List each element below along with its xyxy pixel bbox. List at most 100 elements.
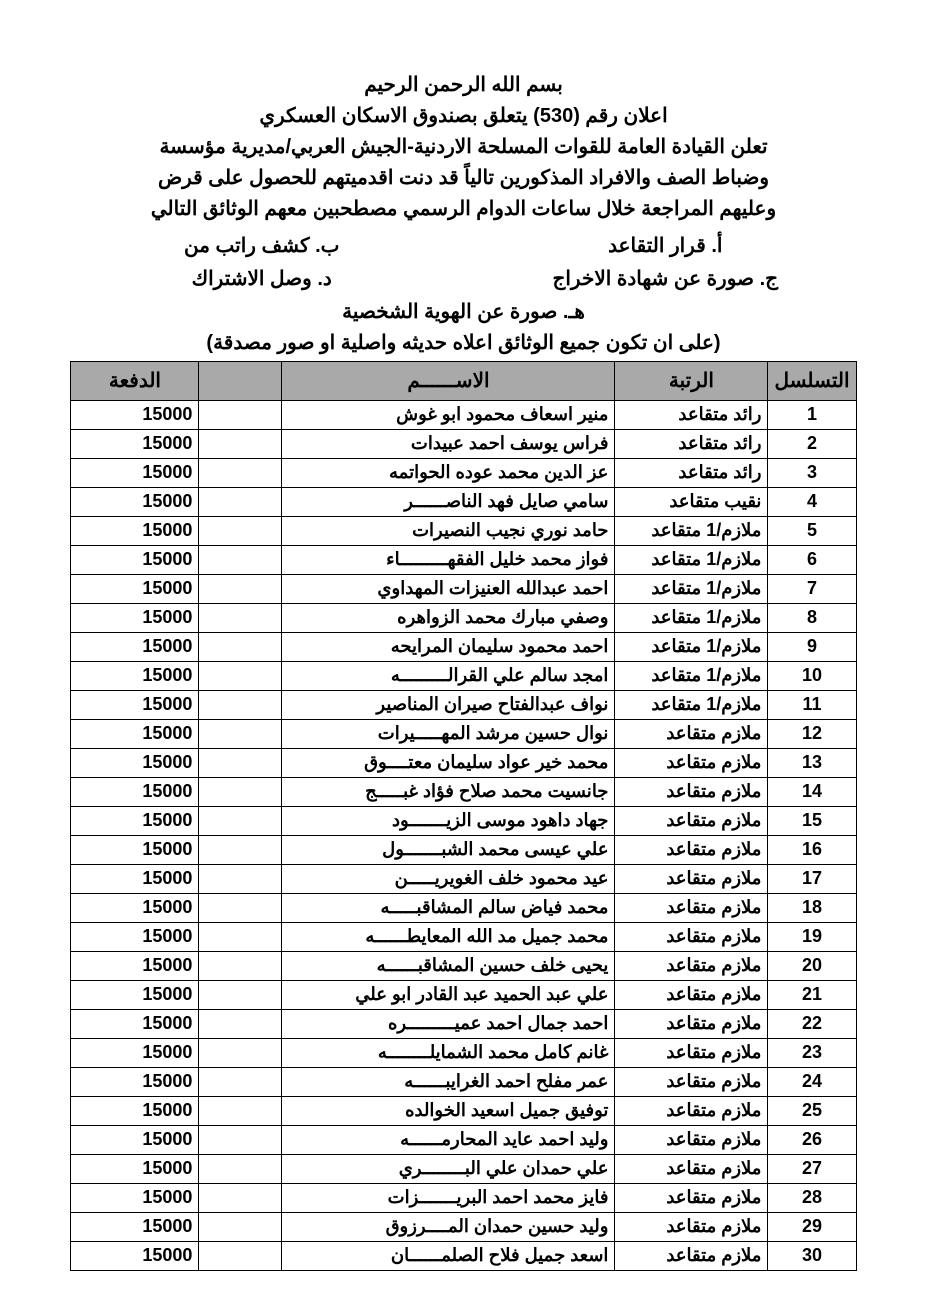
doc-d: د. وصل الاشتراك [60,264,464,295]
cell-name: نوال حسين مرشد المهـــــيرات [282,720,615,749]
cell-seq: 11 [768,691,856,720]
cell-seq: 1 [768,401,856,430]
table-row: 16ملازم متقاعدعلي عيسى محمد الشبـــــــو… [71,836,856,865]
cell-rank: ملازم/1 متقاعد [615,604,768,633]
cell-rank: ملازم متقاعد [615,1068,768,1097]
cell-payment: 15000 [71,575,199,604]
cell-rank: نقيب متقاعد [615,488,768,517]
table-row: 7ملازم/1 متقاعداحمد عبدالله العنيزات الم… [71,575,856,604]
cell-name: احمد عبدالله العنيزات المهداوي [282,575,615,604]
table-row: 1رائد متقاعدمنير اسعاف محمود ابو غوش1500… [71,401,856,430]
cell-payment: 15000 [71,1039,199,1068]
cell-gap [199,865,282,894]
cell-gap [199,1039,282,1068]
cell-rank: ملازم متقاعد [615,836,768,865]
cell-name: احمد جمال احمد عميـــــــــره [282,1010,615,1039]
cell-name: غانم كامل محمد الشمايلــــــــه [282,1039,615,1068]
document-page: بسم الله الرحمن الرحيم اعلان رقم (530) ي… [0,0,927,1311]
table-row: 19ملازم متقاعدمحمد جميل مد الله المعايطـ… [71,923,856,952]
table-row: 5ملازم/1 متقاعدحامد نوري نجيب النصيرات15… [71,517,856,546]
cell-rank: ملازم متقاعد [615,923,768,952]
cell-rank: رائد متقاعد [615,459,768,488]
cell-seq: 25 [768,1097,856,1126]
personnel-table: التسلسل الرتبة الاســــــم الدفعة 1رائد … [70,361,856,1271]
cell-name: نواف عبدالفتاح صيران المناصير [282,691,615,720]
cell-seq: 27 [768,1155,856,1184]
cell-rank: ملازم/1 متقاعد [615,517,768,546]
cell-seq: 19 [768,923,856,952]
cell-seq: 5 [768,517,856,546]
col-header-payment: الدفعة [71,362,199,401]
table-row: 28ملازم متقاعدفايز محمد احمد البريــــــ… [71,1184,856,1213]
cell-name: سامي صايل فهد الناصــــــر [282,488,615,517]
cell-name: علي حمدان علي البــــــــري [282,1155,615,1184]
cell-gap [199,778,282,807]
cell-name: فراس يوسف احمد عبيدات [282,430,615,459]
cell-payment: 15000 [71,952,199,981]
cell-name: علي عبد الحميد عبد القادر ابو علي [282,981,615,1010]
cell-seq: 21 [768,981,856,1010]
col-header-name: الاســــــم [282,362,615,401]
table-row: 14ملازم متقاعدجانسيت محمد صلاح فؤاد غبــ… [71,778,856,807]
cell-name: عز الدين محمد عوده الحواتمه [282,459,615,488]
cell-payment: 15000 [71,691,199,720]
cell-rank: ملازم متقاعد [615,807,768,836]
cell-seq: 2 [768,430,856,459]
cell-payment: 15000 [71,720,199,749]
cell-gap [199,1010,282,1039]
cell-gap [199,401,282,430]
cell-name: محمد خير عواد سليمان معتــــوق [282,749,615,778]
table-row: 4نقيب متقاعدسامي صايل فهد الناصــــــر15… [71,488,856,517]
table-row: 24ملازم متقاعدعمر مفلح احمد الغرايبـــــ… [71,1068,856,1097]
table-row: 26ملازم متقاعدوليد احمد عايد المحارمــــ… [71,1126,856,1155]
cell-seq: 6 [768,546,856,575]
table-row: 20ملازم متقاعديحيى خلف حسين المشاقبـــــ… [71,952,856,981]
cell-payment: 15000 [71,836,199,865]
cell-seq: 13 [768,749,856,778]
cell-seq: 29 [768,1213,856,1242]
cell-rank: ملازم متقاعد [615,865,768,894]
cell-seq: 20 [768,952,856,981]
cell-gap [199,488,282,517]
cell-payment: 15000 [71,662,199,691]
cell-gap [199,1068,282,1097]
cell-rank: ملازم متقاعد [615,1097,768,1126]
cell-name: محمد جميل مد الله المعايطــــــه [282,923,615,952]
table-row: 18ملازم متقاعدمحمد فياض سالم المشاقبــــ… [71,894,856,923]
basmala: بسم الله الرحمن الرحيم [60,70,867,101]
cell-payment: 15000 [71,604,199,633]
table-row: 10ملازم/1 متقاعدامجد سالم علي القرالــــ… [71,662,856,691]
table-row: 25ملازم متقاعدتوفيق جميل اسعيد الخوالده1… [71,1097,856,1126]
cell-payment: 15000 [71,1184,199,1213]
cell-gap [199,691,282,720]
cell-gap [199,604,282,633]
cell-seq: 4 [768,488,856,517]
cell-rank: ملازم متقاعد [615,749,768,778]
cell-rank: ملازم متقاعد [615,1155,768,1184]
cell-rank: ملازم/1 متقاعد [615,633,768,662]
cell-gap [199,952,282,981]
cell-gap [199,459,282,488]
cell-gap [199,662,282,691]
table-row: 12ملازم متقاعدنوال حسين مرشد المهـــــير… [71,720,856,749]
cell-gap [199,836,282,865]
cell-name: يحيى خلف حسين المشاقبــــــه [282,952,615,981]
header-line-2: وضباط الصف والافراد المذكورين تالياً قد … [60,163,867,194]
cell-rank: ملازم متقاعد [615,778,768,807]
table-row: 23ملازم متقاعدغانم كامل محمد الشمايلــــ… [71,1039,856,1068]
cell-payment: 15000 [71,749,199,778]
cell-payment: 15000 [71,546,199,575]
cell-name: علي عيسى محمد الشبـــــــول [282,836,615,865]
col-header-seq: التسلسل [768,362,856,401]
cell-gap [199,807,282,836]
cell-gap [199,517,282,546]
cell-rank: رائد متقاعد [615,430,768,459]
cell-name: عمر مفلح احمد الغرايبــــــه [282,1068,615,1097]
table-row: 9ملازم/1 متقاعداحمد محمود سليمان المرايح… [71,633,856,662]
cell-gap [199,1097,282,1126]
cell-payment: 15000 [71,865,199,894]
table-row: 11ملازم/1 متقاعدنواف عبدالفتاح صيران الم… [71,691,856,720]
table-row: 29ملازم متقاعدوليد حسين حمدان المــــرزو… [71,1213,856,1242]
cell-name: امجد سالم علي القرالـــــــــه [282,662,615,691]
cell-gap [199,923,282,952]
